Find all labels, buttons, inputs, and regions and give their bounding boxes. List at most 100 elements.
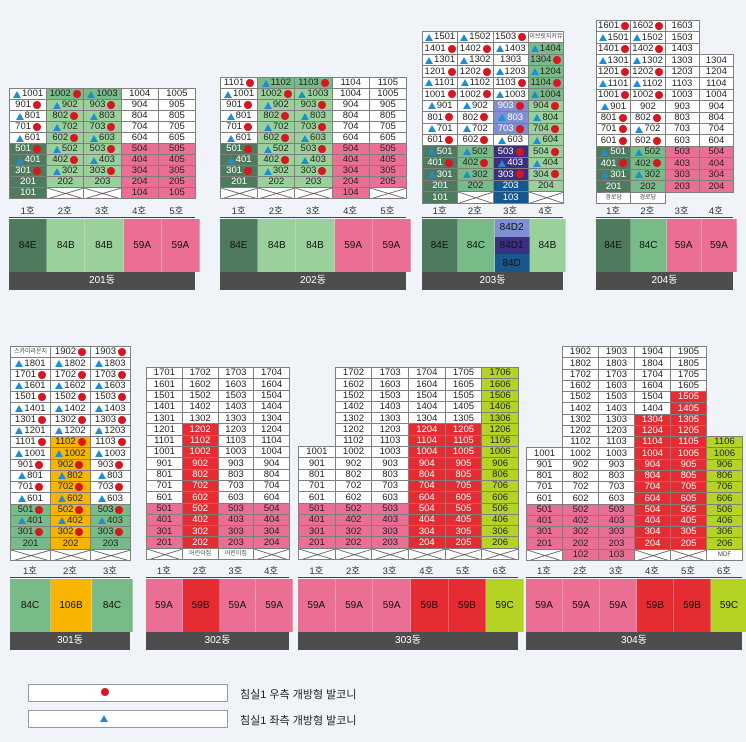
unit-number: 1403 (504, 42, 526, 54)
unit-grid: 1902 1903 1904 1905 1802 1803 1804 1805 1702 1703… (526, 346, 743, 561)
line-header: 3호 (217, 566, 254, 578)
closed-x-icon (408, 548, 445, 560)
left-balcony-icon (498, 136, 507, 144)
right-balcony-icon (652, 159, 661, 168)
unit-number: 1502 (189, 389, 211, 401)
unit-type-row: 59A 59B 59A 59A (146, 579, 293, 632)
unit-number: 1102 (55, 436, 76, 448)
left-balcony-icon (533, 159, 542, 167)
unit-number: 1503 (379, 389, 401, 401)
unit-number: 601 (536, 492, 553, 504)
right-balcony-icon (70, 134, 79, 142)
unit-number: 604 (131, 132, 148, 144)
unit-cell: 104 (120, 187, 159, 199)
building-name: 303동 (298, 632, 518, 650)
unit-number: 204 (537, 180, 554, 192)
unit-number: 803 (382, 469, 399, 481)
unit-type-row: 84E 84C 84D2 84D1 84D 84B (422, 219, 566, 273)
unit-number: 1003 (504, 88, 526, 100)
right-balcony-icon (70, 112, 79, 120)
unit-number: 1202 (342, 423, 365, 435)
line-header: 3호 (492, 206, 528, 218)
unit-number: 1306 (489, 412, 511, 424)
unit-cell: 101 (9, 187, 48, 199)
unit-number: 303 (497, 168, 514, 180)
left-balcony-icon (226, 112, 235, 120)
unit-number: 504 (342, 143, 359, 155)
unit-number: 1001 (424, 88, 446, 100)
unit-number: 1204 (641, 425, 664, 437)
line-header: 1호 (298, 566, 335, 578)
unit-number: 201 (22, 537, 39, 549)
right-balcony-icon (244, 101, 253, 109)
unit-number: 701 (436, 122, 453, 134)
unit-number: 1402 (569, 402, 592, 414)
unit-number: 1503 (671, 31, 693, 43)
unit-number: 803 (107, 470, 123, 482)
unit-number: 303 (674, 169, 691, 181)
unit-number: 1401 (598, 43, 620, 55)
unit-number: 1605 (677, 380, 700, 392)
left-balcony-icon (598, 57, 607, 65)
unit-type-row: 84C 106B 84C (10, 579, 133, 632)
right-balcony-icon (33, 167, 42, 175)
closed-x-icon (11, 549, 50, 560)
unit-number: 1103 (95, 436, 116, 448)
unit-number: 1003 (379, 446, 401, 458)
unit-type: 84E (422, 219, 459, 272)
unit-number: 1403 (104, 402, 126, 414)
unit-type-row: 84E 84C 59A 59A (596, 219, 737, 272)
unit-number: 402 (462, 157, 479, 169)
unit-number: 501 (15, 143, 32, 155)
building-name: 204동 (596, 272, 733, 290)
unit-number: 302 (644, 169, 661, 181)
unit-number: 1004 (705, 89, 727, 101)
unit-number: 1005 (377, 88, 399, 100)
left-balcony-icon (15, 382, 24, 390)
unit-number: 402 (572, 515, 589, 527)
unit-number: 1203 (225, 423, 247, 435)
unit-type: 84D (494, 254, 530, 273)
line-header: 4호 (527, 206, 563, 218)
closed-x-icon (147, 548, 182, 560)
unit-number: 803 (99, 110, 115, 122)
line-header-row: 1호 2호 3호 4호 5호 6호 (526, 566, 742, 578)
line-header: 2호 (457, 206, 493, 218)
right-balcony-icon (118, 415, 127, 424)
empty-slot (699, 192, 734, 204)
unit-number: 203 (305, 176, 322, 188)
unit-number: 1603 (605, 380, 628, 392)
unit-number: 104 (131, 187, 148, 199)
unit-number: 302 (61, 165, 78, 177)
unit-number: 504 (644, 503, 661, 515)
right-balcony-icon (480, 136, 489, 145)
closed-x-icon (335, 548, 372, 560)
left-balcony-icon (425, 56, 434, 64)
unit-number: 405 (680, 515, 697, 527)
unit-number: 401 (235, 154, 252, 166)
unit-number: 1304 (261, 412, 283, 424)
unit-number: 804 (131, 110, 148, 122)
unit-number: 804 (263, 469, 280, 481)
unit-cell: 1203 (90, 424, 131, 437)
line-header-row: 1호 2호 3호 (10, 566, 130, 578)
line-header: 6호 (481, 566, 518, 578)
unit-number: 904 (418, 457, 435, 469)
unit-number: 1101 (434, 77, 455, 89)
unit-number: 1502 (54, 391, 77, 403)
unit-number: 1006 (489, 446, 511, 458)
unit-cell: 102 (562, 548, 599, 561)
unit-number: 1502 (342, 389, 365, 401)
unit-number: MDF (718, 551, 731, 558)
unit-type: 84B (47, 219, 86, 272)
unit-number: 602 (67, 492, 83, 504)
closed-x-icon (47, 188, 84, 198)
left-balcony-icon (601, 148, 610, 156)
unit-number: 504 (263, 502, 280, 514)
left-balcony-icon (425, 33, 434, 41)
unit-number: 경로당 (605, 194, 622, 201)
no-unit-cell (253, 547, 290, 561)
unit-number: 202 (345, 536, 362, 548)
unit-number: 502 (471, 145, 488, 157)
unit-number: 304 (418, 525, 435, 537)
